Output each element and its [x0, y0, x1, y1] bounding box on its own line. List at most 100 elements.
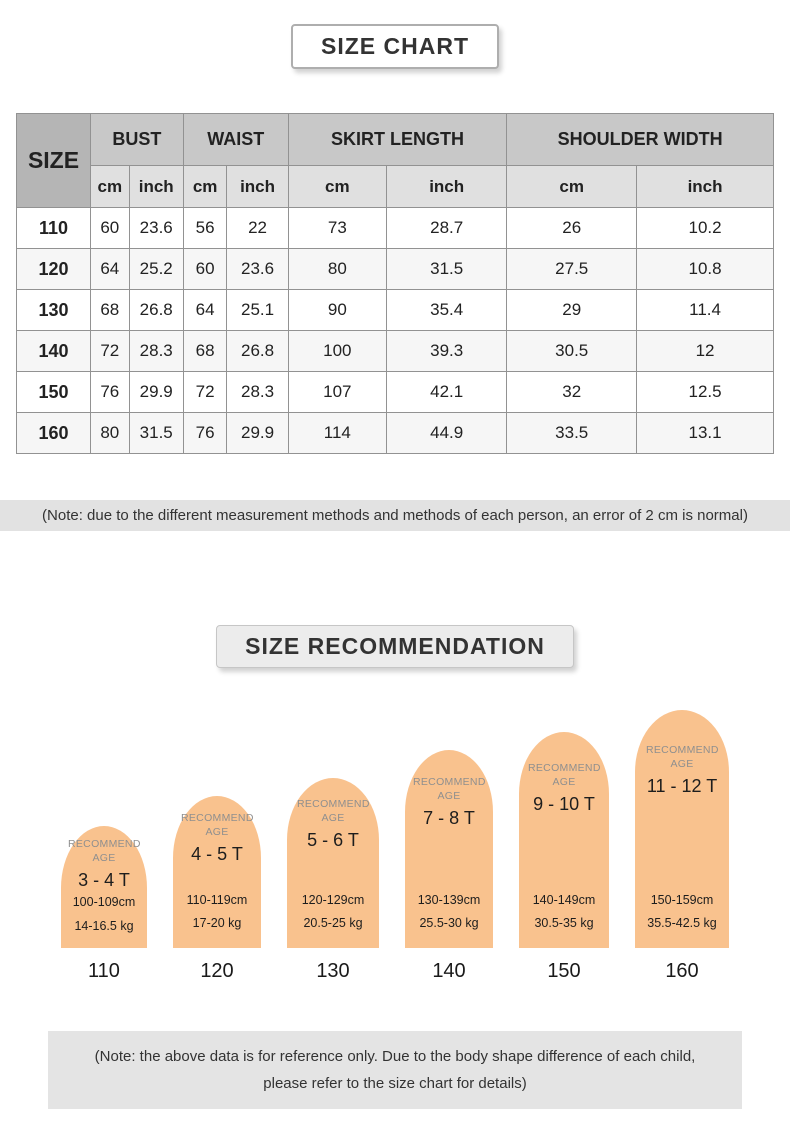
table-cell: 32 [506, 371, 638, 413]
table-cell: 10.2 [636, 207, 774, 249]
table-cell: 72 [182, 371, 228, 413]
age-range: 9 - 10 T [533, 794, 595, 815]
recommend-age-label: RECOMMEND AGE [413, 776, 486, 802]
table-cell: 28.3 [226, 371, 289, 413]
unit-header: inch [385, 165, 508, 208]
size-label: 140 [432, 960, 466, 982]
table-header-row-units: cm inch cm inch cm inch cm inch [17, 165, 774, 208]
table-cell: 28.7 [385, 207, 508, 249]
table-cell: 29.9 [128, 371, 184, 413]
table-cell: 27.5 [506, 248, 638, 290]
height-weight: 110-119cm 17-20 kg [187, 889, 248, 949]
reference-note-line1: (Note: the above data is for reference o… [94, 1048, 696, 1065]
table-cell: 64 [182, 289, 228, 331]
table-row: 140 72 28.3 68 26.8 100 39.3 30.5 12 [16, 330, 774, 372]
table-cell: 13.1 [636, 412, 774, 454]
recommend-age-label: RECOMMEND AGE [68, 838, 141, 864]
size-recommendation-title-row: SIZE RECOMMENDATION [0, 625, 790, 668]
row-size: 140 [16, 330, 91, 372]
group-header-waist: WAIST [182, 113, 289, 166]
table-cell: 64 [90, 248, 130, 290]
table-cell: 31.5 [385, 248, 508, 290]
table-cell: 72 [90, 330, 130, 372]
recommend-age-label: RECOMMEND AGE [528, 762, 601, 788]
weight-range: 17-20 kg [192, 916, 242, 931]
table-cell: 30.5 [506, 330, 638, 372]
row-size: 110 [16, 207, 91, 249]
table-cell: 114 [287, 412, 387, 454]
table-cell: 33.5 [506, 412, 638, 454]
unit-header: cm [287, 165, 387, 208]
height-weight: 130-139cm 25.5-30 kg [418, 889, 481, 949]
dome-shape: RECOMMEND AGE 7 - 8 T 130-139cm 25.5-30 … [405, 750, 493, 948]
height-range: 120-129cm [301, 892, 365, 907]
table-cell: 76 [90, 371, 130, 413]
table-cell: 23.6 [128, 207, 184, 249]
table-cell: 56 [182, 207, 228, 249]
group-header-skirt-length: SKIRT LENGTH [287, 113, 508, 166]
recommend-age-label: RECOMMEND AGE [181, 812, 254, 838]
table-row: 160 80 31.5 76 29.9 114 44.9 33.5 13.1 [16, 412, 774, 454]
table-cell: 100 [287, 330, 387, 372]
recommendation-130: RECOMMEND AGE 5 - 6 T 120-129cm 20.5-25 … [287, 778, 379, 983]
recommendation-140: RECOMMEND AGE 7 - 8 T 130-139cm 25.5-30 … [405, 750, 493, 983]
table-cell: 23.6 [226, 248, 289, 290]
table-cell: 60 [182, 248, 228, 290]
height-range: 110-119cm [186, 892, 248, 907]
unit-header: cm [182, 165, 228, 208]
recommendation-120: RECOMMEND AGE 4 - 5 T 110-119cm 17-20 kg… [173, 796, 261, 983]
table-cell: 25.1 [226, 289, 289, 331]
table-cell: 28.3 [128, 330, 184, 372]
age-range: 11 - 12 T [646, 776, 718, 797]
table-cell: 73 [287, 207, 387, 249]
table-cell: 80 [90, 412, 130, 454]
table-cell: 12 [636, 330, 774, 372]
size-recommendation-graphic: RECOMMEND AGE 3 - 4 T 100-109cm 14-16.5 … [0, 710, 790, 983]
group-header-shoulder-width: SHOULDER WIDTH [506, 113, 774, 166]
table-cell: 26.8 [226, 330, 289, 372]
age-range: 3 - 4 T [78, 870, 130, 891]
size-column-header: SIZE [16, 113, 91, 208]
recommend-age-label: RECOMMEND AGE [646, 744, 719, 770]
age-range: 7 - 8 T [423, 808, 475, 829]
table-cell: 29.9 [226, 412, 289, 454]
size-label: 150 [547, 960, 581, 982]
size-table-section: SIZE BUST WAIST SKIRT LENGTH SHOULDER WI… [16, 113, 774, 454]
size-label: 160 [665, 960, 699, 982]
table-cell: 26.8 [128, 289, 184, 331]
table-cell: 10.8 [636, 248, 774, 290]
group-header-bust: BUST [90, 113, 184, 166]
table-cell: 35.4 [385, 289, 508, 331]
height-weight: 150-159cm 35.5-42.5 kg [647, 889, 717, 949]
height-range: 130-139cm [417, 892, 481, 907]
recommendation-150: RECOMMEND AGE 9 - 10 T 140-149cm 30.5-35… [519, 732, 609, 983]
height-weight: 100-109cm 14-16.5 kg [73, 891, 136, 951]
weight-range: 35.5-42.5 kg [647, 916, 717, 931]
table-header-row-groups: SIZE BUST WAIST SKIRT LENGTH SHOULDER WI… [16, 113, 774, 208]
row-size: 150 [16, 371, 91, 413]
height-range: 150-159cm [650, 892, 714, 907]
size-chart-title-row: SIZE CHART [0, 24, 790, 69]
table-cell: 60 [90, 207, 130, 249]
row-size: 160 [16, 412, 91, 454]
dome-shape: RECOMMEND AGE 5 - 6 T 120-129cm 20.5-25 … [287, 778, 379, 948]
size-label: 130 [316, 960, 350, 982]
table-cell: 31.5 [128, 412, 184, 454]
size-chart-title: SIZE CHART [291, 24, 499, 69]
table-cell: 42.1 [385, 371, 508, 413]
table-cell: 39.3 [385, 330, 508, 372]
age-range: 4 - 5 T [191, 844, 243, 865]
table-row: 120 64 25.2 60 23.6 80 31.5 27.5 10.8 [16, 248, 774, 290]
weight-range: 25.5-30 kg [419, 916, 479, 931]
height-range: 100-109cm [72, 895, 136, 910]
table-cell: 68 [182, 330, 228, 372]
table-cell: 11.4 [636, 289, 774, 331]
table-row: 150 76 29.9 72 28.3 107 42.1 32 12.5 [16, 371, 774, 413]
weight-range: 14-16.5 kg [74, 919, 134, 934]
unit-header: cm [90, 165, 130, 208]
table-cell: 12.5 [636, 371, 774, 413]
height-weight: 120-129cm 20.5-25 kg [302, 889, 365, 949]
age-range: 5 - 6 T [307, 830, 359, 851]
unit-header: inch [128, 165, 184, 208]
table-cell: 22 [226, 207, 289, 249]
